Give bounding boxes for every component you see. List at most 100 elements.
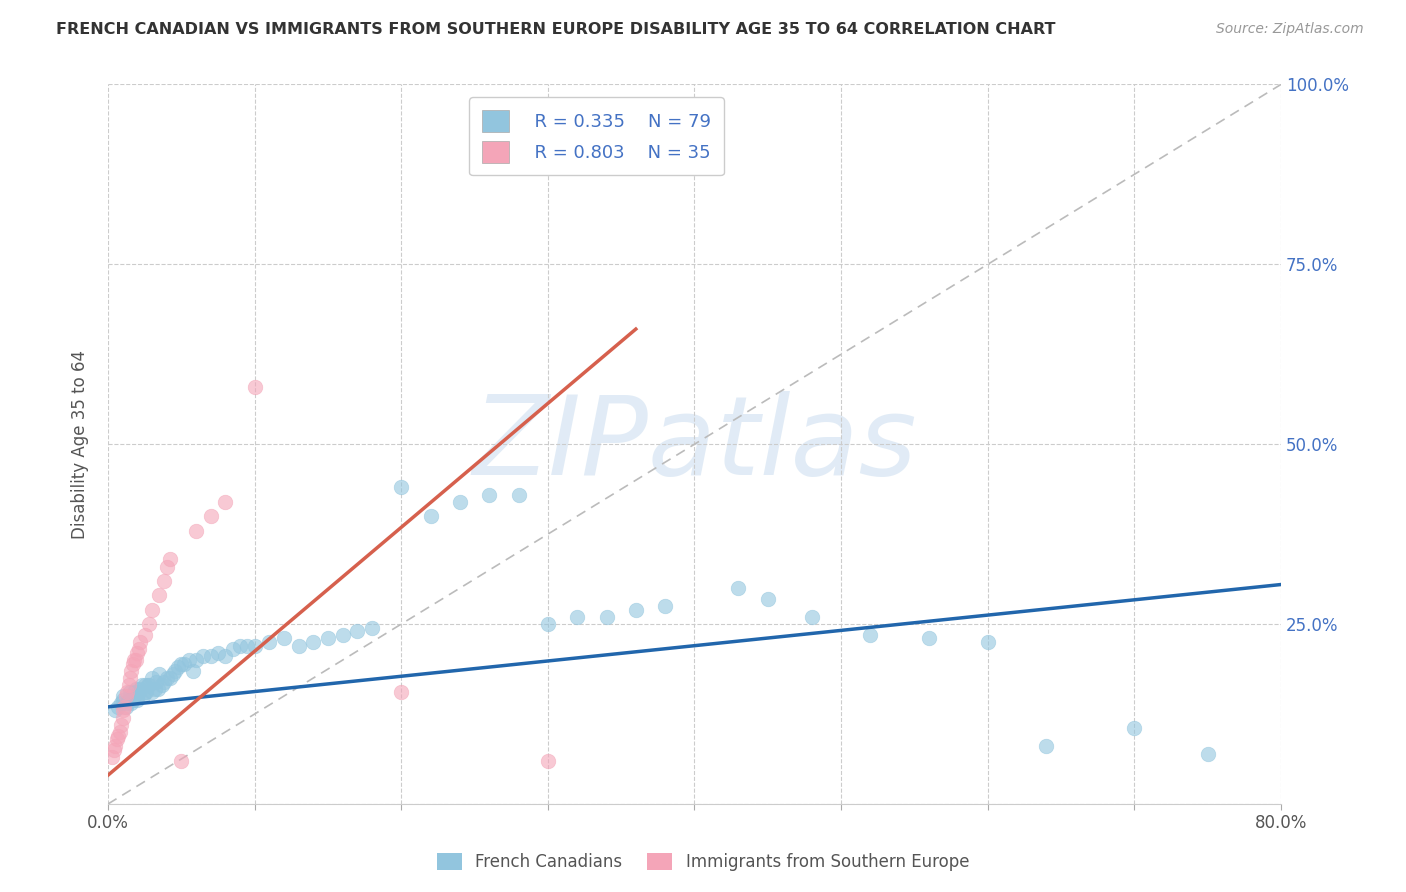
Point: [159, 552, 181, 566]
Point: [145, 674, 167, 689]
Point: [110, 696, 132, 710]
Point: [756, 591, 779, 606]
Point: [184, 653, 207, 667]
Point: [111, 703, 134, 717]
Point: [107, 729, 129, 743]
Point: [124, 689, 146, 703]
Point: [138, 617, 160, 632]
Point: [104, 703, 127, 717]
Point: [114, 689, 136, 703]
Point: [478, 487, 501, 501]
Point: [124, 685, 146, 699]
Point: [361, 621, 384, 635]
Point: [800, 610, 823, 624]
Point: [150, 678, 173, 692]
Point: [143, 681, 166, 696]
Point: [117, 678, 139, 692]
Point: [229, 639, 252, 653]
Point: [1123, 722, 1146, 736]
Point: [125, 681, 148, 696]
Point: [105, 732, 128, 747]
Legend:   R = 0.335    N = 79,   R = 0.803    N = 35: R = 0.335 N = 79, R = 0.803 N = 35: [470, 97, 724, 176]
Point: [148, 667, 170, 681]
Point: [167, 660, 190, 674]
Point: [124, 653, 146, 667]
Point: [131, 678, 153, 692]
Point: [128, 685, 150, 699]
Point: [111, 689, 134, 703]
Point: [170, 754, 193, 768]
Point: [152, 674, 174, 689]
Point: [156, 671, 179, 685]
Point: [134, 678, 156, 692]
Point: [173, 657, 195, 671]
Point: [141, 685, 163, 699]
Point: [115, 685, 138, 699]
Point: [243, 379, 266, 393]
Point: [1197, 747, 1219, 761]
Point: [127, 689, 149, 703]
Point: [170, 657, 193, 671]
Point: [221, 642, 243, 657]
Point: [136, 678, 159, 692]
Point: [389, 685, 412, 699]
Point: [120, 696, 142, 710]
Point: [918, 632, 941, 646]
Point: [111, 711, 134, 725]
Point: [177, 653, 200, 667]
Point: [184, 524, 207, 538]
Point: [127, 646, 149, 660]
Text: ZIPatlas: ZIPatlas: [472, 391, 917, 498]
Point: [118, 689, 141, 703]
Point: [207, 646, 229, 660]
Point: [259, 635, 281, 649]
Point: [127, 692, 149, 706]
Point: [129, 635, 152, 649]
Text: FRENCH CANADIAN VS IMMIGRANTS FROM SOUTHERN EUROPE DISABILITY AGE 35 TO 64 CORRE: FRENCH CANADIAN VS IMMIGRANTS FROM SOUTH…: [56, 22, 1056, 37]
Point: [125, 653, 148, 667]
Point: [302, 635, 325, 649]
Point: [110, 718, 132, 732]
Point: [200, 509, 222, 524]
Point: [214, 649, 236, 664]
Point: [193, 649, 215, 664]
Y-axis label: Disability Age 35 to 64: Disability Age 35 to 64: [72, 350, 89, 539]
Point: [146, 681, 169, 696]
Point: [346, 624, 368, 639]
Point: [108, 725, 131, 739]
Legend: French Canadians, Immigrants from Southern Europe: French Canadians, Immigrants from Southe…: [429, 845, 977, 880]
Point: [859, 628, 882, 642]
Point: [129, 681, 152, 696]
Point: [115, 696, 138, 710]
Point: [111, 692, 134, 706]
Point: [537, 754, 560, 768]
Point: [122, 657, 145, 671]
Point: [138, 678, 160, 692]
Point: [112, 699, 135, 714]
Point: [104, 739, 127, 754]
Point: [118, 685, 141, 699]
Point: [141, 603, 163, 617]
Point: [152, 574, 174, 588]
Point: [128, 642, 150, 657]
Point: [236, 639, 259, 653]
Point: [122, 692, 145, 706]
Point: [200, 649, 222, 664]
Point: [101, 750, 124, 764]
Point: [537, 617, 560, 632]
Point: [141, 671, 163, 685]
Point: [181, 664, 204, 678]
Point: [389, 480, 412, 494]
Point: [287, 639, 309, 653]
Point: [120, 664, 142, 678]
Point: [165, 664, 187, 678]
Point: [332, 628, 354, 642]
Point: [134, 628, 156, 642]
Point: [132, 689, 155, 703]
Point: [135, 685, 157, 699]
Point: [419, 509, 441, 524]
Text: Source: ZipAtlas.com: Source: ZipAtlas.com: [1216, 22, 1364, 37]
Point: [214, 495, 236, 509]
Point: [114, 699, 136, 714]
Point: [1035, 739, 1057, 754]
